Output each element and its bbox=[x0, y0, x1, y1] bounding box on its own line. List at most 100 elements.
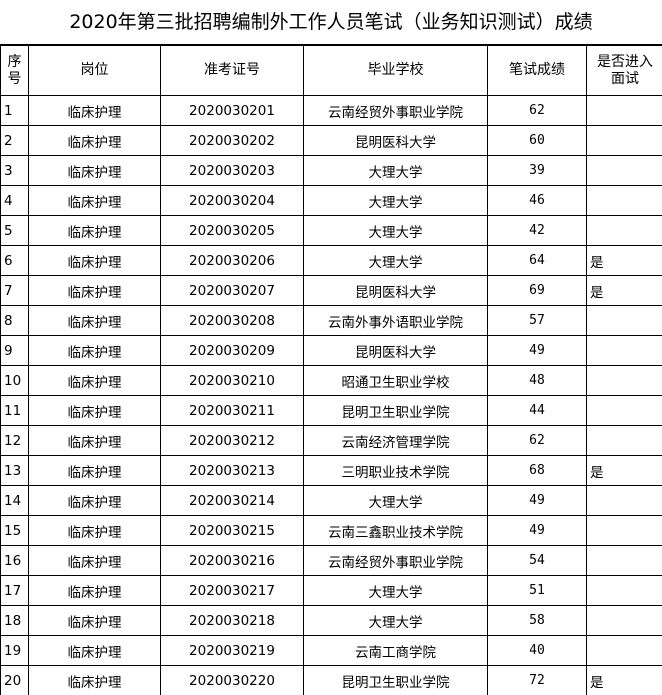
cell-interview[interactable]: 是 bbox=[586, 245, 662, 276]
cell-school[interactable]: 大理大学 bbox=[303, 245, 488, 276]
cell-school[interactable]: 昆明医科大学 bbox=[303, 125, 488, 156]
cell-id[interactable]: 2020030209 bbox=[160, 335, 304, 366]
cell-post[interactable]: 临床护理 bbox=[28, 305, 161, 336]
cell-id[interactable]: 2020030213 bbox=[160, 455, 304, 486]
cell-score[interactable]: 54 bbox=[487, 545, 587, 576]
cell-interview[interactable] bbox=[586, 215, 662, 246]
cell-score[interactable]: 51 bbox=[487, 575, 587, 606]
cell-seq[interactable]: 15 bbox=[0, 515, 29, 546]
cell-post[interactable]: 临床护理 bbox=[28, 125, 161, 156]
cell-score[interactable]: 64 bbox=[487, 245, 587, 276]
cell-school[interactable]: 大理大学 bbox=[303, 215, 488, 246]
cell-interview[interactable] bbox=[586, 395, 662, 426]
cell-interview[interactable] bbox=[586, 425, 662, 456]
cell-post[interactable]: 临床护理 bbox=[28, 515, 161, 546]
cell-interview[interactable]: 是 bbox=[586, 275, 662, 306]
cell-post[interactable]: 临床护理 bbox=[28, 275, 161, 306]
cell-score[interactable]: 58 bbox=[487, 605, 587, 636]
cell-score[interactable]: 57 bbox=[487, 305, 587, 336]
cell-id[interactable]: 2020030205 bbox=[160, 215, 304, 246]
cell-school[interactable]: 大理大学 bbox=[303, 185, 488, 216]
cell-id[interactable]: 2020030210 bbox=[160, 365, 304, 396]
cell-interview[interactable] bbox=[586, 515, 662, 546]
cell-score[interactable]: 49 bbox=[487, 485, 587, 516]
cell-interview[interactable] bbox=[586, 635, 662, 666]
cell-interview[interactable] bbox=[586, 125, 662, 156]
cell-seq[interactable]: 13 bbox=[0, 455, 29, 486]
cell-id[interactable]: 2020030214 bbox=[160, 485, 304, 516]
cell-seq[interactable]: 14 bbox=[0, 485, 29, 516]
cell-score[interactable]: 69 bbox=[487, 275, 587, 306]
cell-school[interactable]: 大理大学 bbox=[303, 575, 488, 606]
cell-seq[interactable]: 4 bbox=[0, 185, 29, 216]
cell-score[interactable]: 68 bbox=[487, 455, 587, 486]
cell-seq[interactable]: 9 bbox=[0, 335, 29, 366]
cell-school[interactable]: 昆明医科大学 bbox=[303, 335, 488, 366]
cell-school[interactable]: 昆明卫生职业学院 bbox=[303, 395, 488, 426]
cell-interview[interactable] bbox=[586, 155, 662, 186]
cell-seq[interactable]: 12 bbox=[0, 425, 29, 456]
cell-post[interactable]: 临床护理 bbox=[28, 215, 161, 246]
cell-id[interactable]: 2020030217 bbox=[160, 575, 304, 606]
cell-school[interactable]: 云南工商学院 bbox=[303, 635, 488, 666]
cell-score[interactable]: 49 bbox=[487, 335, 587, 366]
cell-score[interactable]: 42 bbox=[487, 215, 587, 246]
cell-post[interactable]: 临床护理 bbox=[28, 365, 161, 396]
cell-post[interactable]: 临床护理 bbox=[28, 665, 161, 695]
cell-school[interactable]: 三明职业技术学院 bbox=[303, 455, 488, 486]
cell-interview[interactable] bbox=[586, 575, 662, 606]
cell-post[interactable]: 临床护理 bbox=[28, 425, 161, 456]
cell-post[interactable]: 临床护理 bbox=[28, 95, 161, 126]
cell-school[interactable]: 云南三鑫职业技术学院 bbox=[303, 515, 488, 546]
cell-id[interactable]: 2020030206 bbox=[160, 245, 304, 276]
cell-seq[interactable]: 2 bbox=[0, 125, 29, 156]
cell-seq[interactable]: 8 bbox=[0, 305, 29, 336]
cell-score[interactable]: 62 bbox=[487, 425, 587, 456]
cell-seq[interactable]: 18 bbox=[0, 605, 29, 636]
cell-post[interactable]: 临床护理 bbox=[28, 155, 161, 186]
cell-seq[interactable]: 17 bbox=[0, 575, 29, 606]
cell-id[interactable]: 2020030201 bbox=[160, 95, 304, 126]
cell-seq[interactable]: 19 bbox=[0, 635, 29, 666]
cell-score[interactable]: 48 bbox=[487, 365, 587, 396]
cell-school[interactable]: 大理大学 bbox=[303, 485, 488, 516]
cell-score[interactable]: 44 bbox=[487, 395, 587, 426]
cell-school[interactable]: 昆明医科大学 bbox=[303, 275, 488, 306]
cell-school[interactable]: 云南外事外语职业学院 bbox=[303, 305, 488, 336]
cell-post[interactable]: 临床护理 bbox=[28, 635, 161, 666]
cell-seq[interactable]: 11 bbox=[0, 395, 29, 426]
cell-post[interactable]: 临床护理 bbox=[28, 395, 161, 426]
cell-interview[interactable] bbox=[586, 605, 662, 636]
cell-interview[interactable] bbox=[586, 485, 662, 516]
cell-seq[interactable]: 1 bbox=[0, 95, 29, 126]
cell-school[interactable]: 昆明卫生职业学院 bbox=[303, 665, 488, 695]
cell-id[interactable]: 2020030202 bbox=[160, 125, 304, 156]
cell-seq[interactable]: 6 bbox=[0, 245, 29, 276]
cell-id[interactable]: 2020030219 bbox=[160, 635, 304, 666]
cell-id[interactable]: 2020030207 bbox=[160, 275, 304, 306]
cell-post[interactable]: 临床护理 bbox=[28, 335, 161, 366]
cell-id[interactable]: 2020030218 bbox=[160, 605, 304, 636]
cell-post[interactable]: 临床护理 bbox=[28, 185, 161, 216]
cell-school[interactable]: 大理大学 bbox=[303, 155, 488, 186]
cell-score[interactable]: 60 bbox=[487, 125, 587, 156]
cell-id[interactable]: 2020030211 bbox=[160, 395, 304, 426]
cell-seq[interactable]: 16 bbox=[0, 545, 29, 576]
cell-post[interactable]: 临床护理 bbox=[28, 455, 161, 486]
cell-interview[interactable] bbox=[586, 185, 662, 216]
cell-school[interactable]: 云南经贸外事职业学院 bbox=[303, 95, 488, 126]
cell-id[interactable]: 2020030212 bbox=[160, 425, 304, 456]
cell-school[interactable]: 大理大学 bbox=[303, 605, 488, 636]
cell-seq[interactable]: 3 bbox=[0, 155, 29, 186]
cell-post[interactable]: 临床护理 bbox=[28, 545, 161, 576]
cell-id[interactable]: 2020030215 bbox=[160, 515, 304, 546]
cell-score[interactable]: 39 bbox=[487, 155, 587, 186]
cell-school[interactable]: 昭通卫生职业学校 bbox=[303, 365, 488, 396]
cell-interview[interactable]: 是 bbox=[586, 665, 662, 695]
cell-interview[interactable]: 是 bbox=[586, 455, 662, 486]
cell-score[interactable]: 46 bbox=[487, 185, 587, 216]
cell-id[interactable]: 2020030203 bbox=[160, 155, 304, 186]
cell-interview[interactable] bbox=[586, 95, 662, 126]
cell-seq[interactable]: 10 bbox=[0, 365, 29, 396]
cell-interview[interactable] bbox=[586, 545, 662, 576]
